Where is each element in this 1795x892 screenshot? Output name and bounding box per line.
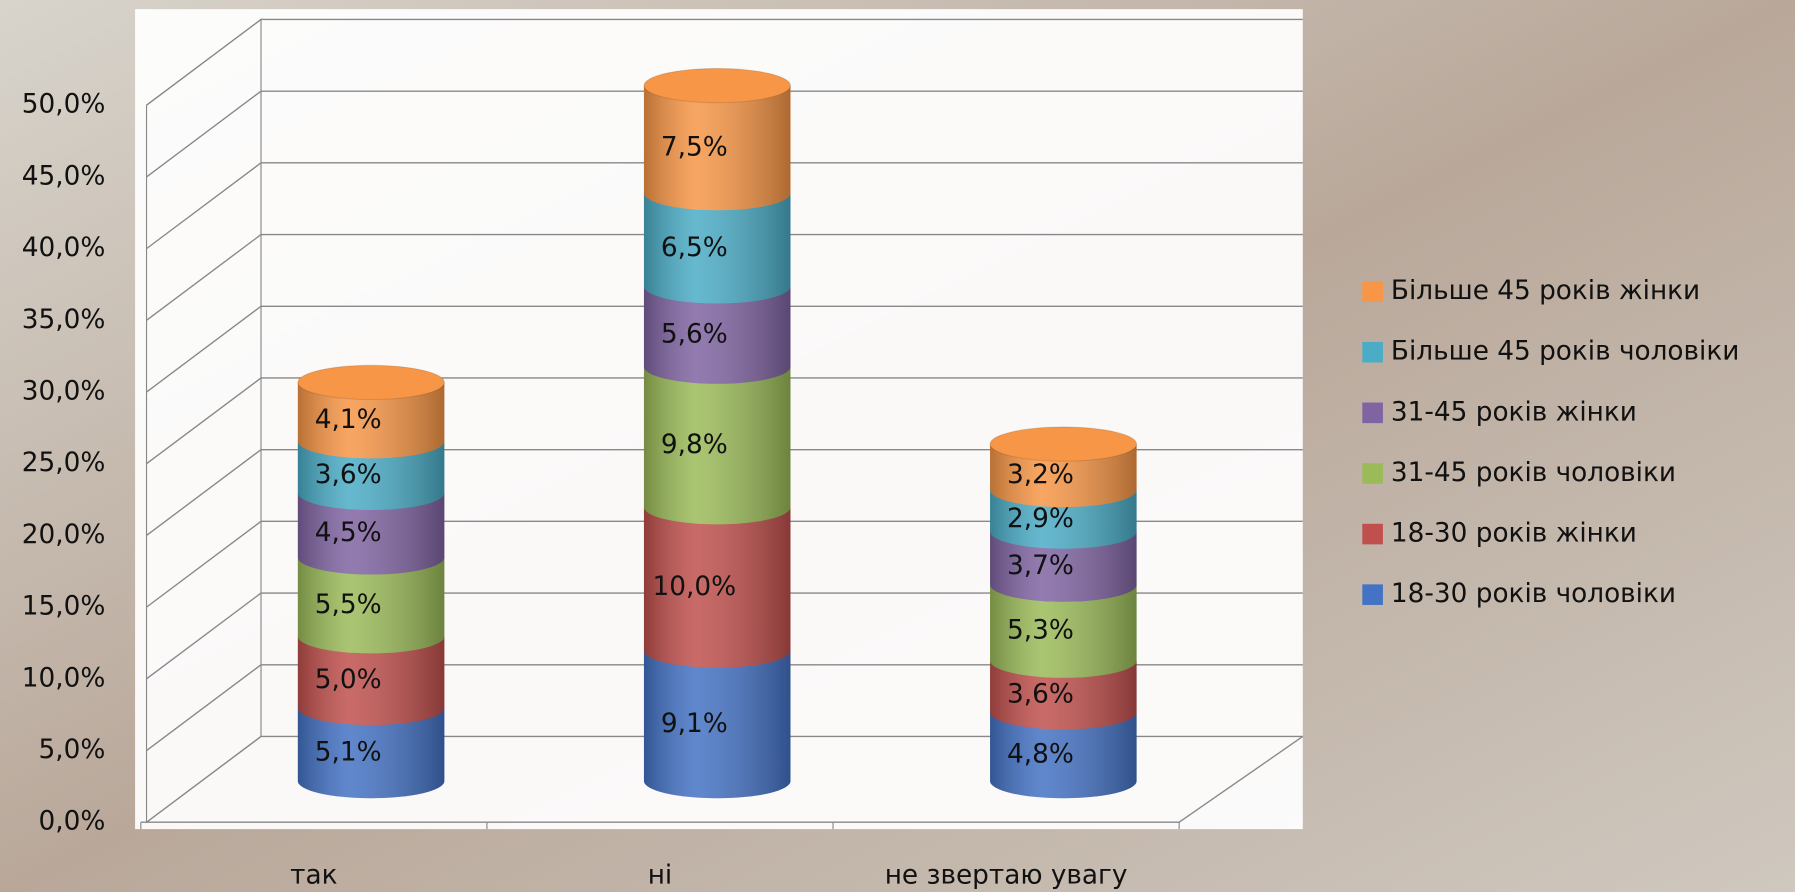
legend-label: 31-45 років чоловіки (1391, 458, 1676, 488)
y-tick-label: 5,0% (38, 735, 105, 765)
y-tick-label: 0,0% (38, 807, 105, 837)
data-label: 5,0% (315, 665, 382, 695)
data-label: 7,5% (661, 132, 728, 162)
bar-shade (643, 507, 791, 668)
data-label: 3,7% (1007, 551, 1074, 581)
data-label: 5,1% (315, 738, 382, 768)
legend-swatch (1362, 341, 1383, 363)
grid-line (146, 448, 1303, 536)
bar-shade (297, 492, 445, 575)
bar-top (643, 67, 792, 104)
data-label: 3,6% (315, 460, 382, 490)
bar-shade (297, 557, 445, 654)
x-tick-label: так (290, 861, 337, 891)
bar-shade (643, 193, 791, 304)
y-tick-label: 20,0% (22, 520, 106, 550)
bar-shade (643, 286, 791, 384)
legend-label: 31-45 років жінки (1391, 397, 1637, 427)
legend-swatch (1362, 523, 1383, 545)
bar-shade (990, 444, 1137, 508)
bar-shade (297, 382, 445, 459)
bar-shade (990, 660, 1137, 730)
legend-label: Більше 45 років чоловіки (1391, 337, 1739, 367)
legend-swatch (1362, 584, 1383, 605)
legend-label: 18-30 років чоловіки (1391, 579, 1676, 609)
data-label: 9,8% (661, 430, 728, 460)
bar-shade (297, 636, 445, 726)
y-tick-label: 40,0% (22, 233, 106, 263)
data-label: 4,5% (315, 518, 382, 548)
bar-shade (990, 584, 1137, 678)
bar-shade (297, 707, 445, 799)
x-tick-label: не звертаю увагу (885, 861, 1128, 891)
data-label: 3,6% (1007, 680, 1074, 710)
data-label: 2,9% (1007, 504, 1074, 534)
bar-shade (990, 531, 1137, 602)
grid-line (146, 592, 1303, 680)
bar-shade (297, 441, 445, 510)
y-tick-label: 35,0% (22, 305, 106, 335)
data-label: 6,5% (661, 233, 728, 263)
grid-line (146, 90, 1303, 178)
grid-line (146, 233, 1303, 321)
bar-top (989, 426, 1138, 462)
grid-line (146, 664, 1303, 752)
grid-line (146, 18, 1303, 106)
bar-top (297, 364, 445, 401)
y-tick-label: 15,0% (22, 592, 106, 622)
bar-shade (643, 650, 791, 799)
plot: 0,0% 5,0% 10,0% 15,0% 20,0% 25,0% 30,0% 35,0% 40… (22, 9, 1739, 891)
grid-line (146, 377, 1303, 465)
grid-line (146, 520, 1303, 608)
data-label: 4,1% (315, 405, 382, 435)
data-label: 9,1% (661, 709, 728, 739)
bar-shade (990, 712, 1137, 799)
grid-line (146, 162, 1303, 250)
data-label: 10,0% (653, 572, 737, 602)
data-label: 5,3% (1007, 616, 1074, 646)
bar-shade (643, 366, 791, 525)
legend-label: 18-30 років жінки (1391, 519, 1637, 549)
legend-label: Більше 45 років жінки (1391, 276, 1700, 306)
y-tick-label: 50,0% (22, 90, 106, 120)
grid-line (146, 735, 1303, 823)
legend-swatch (1362, 402, 1383, 424)
data-label: 3,2% (1007, 460, 1074, 490)
data-label: 5,5% (315, 590, 382, 620)
legend-swatch (1362, 463, 1383, 484)
x-tick-label: ні (648, 861, 673, 891)
y-tick-label: 30,0% (22, 377, 106, 407)
grid-line (146, 305, 1303, 393)
data-label: 5,6% (661, 320, 728, 350)
y-tick-label: 25,0% (22, 448, 106, 478)
y-tick-label: 45,0% (22, 161, 106, 191)
legend-swatch (1362, 281, 1383, 302)
bar-shade (643, 85, 791, 211)
data-label: 4,8% (1007, 740, 1074, 770)
y-tick-label: 10,0% (22, 663, 106, 693)
